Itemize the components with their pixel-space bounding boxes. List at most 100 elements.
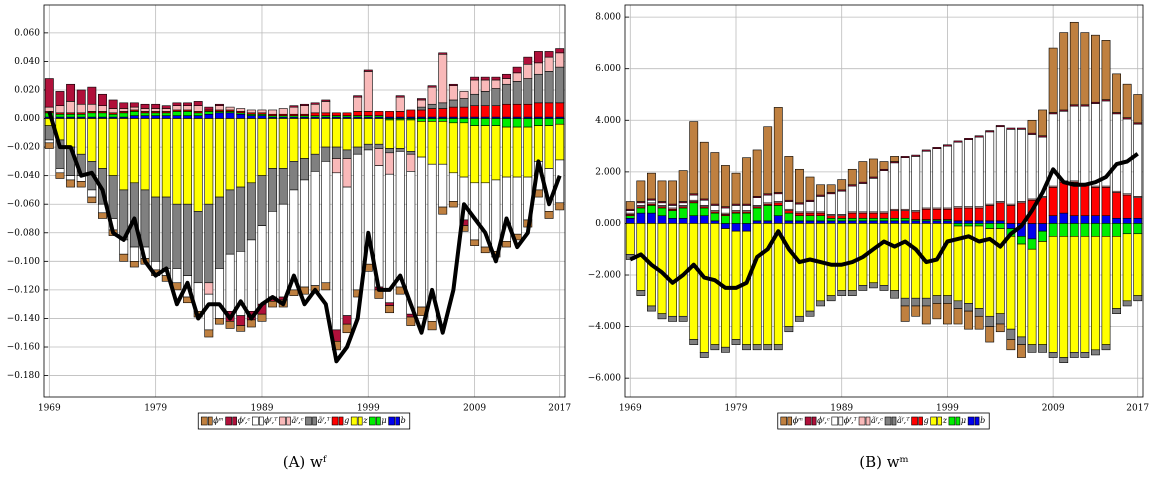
y-tick-label: 0.000 [595,219,621,229]
bar-segment [151,118,161,198]
x-tick-label: 1999 [357,404,380,414]
bar-segment [805,223,815,312]
bar-segment [742,212,751,224]
legend-label: ãᶠ,ᵀ [897,416,910,425]
bar-segment [523,56,533,65]
bar-segment [699,199,709,206]
bar-segment [742,205,751,211]
bar-segment [1101,223,1111,237]
bar-segment [406,109,416,118]
bar-segment [555,52,565,68]
bar-segment [544,118,554,126]
bar-segment [1101,187,1111,216]
bar-segment [911,220,921,224]
bar-segment [731,172,741,205]
bar-segment [763,194,773,204]
bar-segment [995,125,1005,128]
caption: (A) wᶠ [283,453,328,471]
bar-segment [943,144,952,147]
bar-segment [459,122,469,178]
bar-segment [668,180,677,205]
bar-segment [257,225,267,305]
bar-segment [55,172,65,179]
bar-segment [805,215,815,222]
bar-segment [385,111,395,118]
bar-segment [214,103,224,106]
bar-segment [448,118,458,124]
bar-segment [183,203,192,276]
bar-segment [995,202,1005,222]
bar-segment [1091,223,1100,237]
bar-segment [342,158,352,188]
bar-segment [491,105,501,118]
bar-segment [417,118,426,122]
bar-segment [678,315,688,322]
bar-segment [1027,223,1037,240]
legend-swatch [787,416,793,426]
bar-segment [721,346,730,353]
bar-segment [1122,118,1132,195]
bar-segment [699,352,709,358]
bar-segment [900,210,910,219]
legend-swatch [804,416,812,426]
bar-segment [225,112,235,119]
bar-segment [278,168,288,205]
bar-segment [879,220,889,224]
bar-segment [879,161,889,170]
x-tick-label: 1989 [251,404,274,414]
bar-segment [795,220,804,224]
bar-segment [502,118,511,128]
bar-segment [837,290,847,296]
bar-segment [172,105,182,111]
y-tick-label: −0.120 [7,285,41,295]
bar-segment [512,176,522,235]
bar-segment [1069,352,1079,358]
legend-swatch [858,416,866,426]
bar-segment [140,112,150,116]
bar-segment [943,208,952,220]
bar-segment [974,220,984,224]
bar-segment [710,344,720,351]
bar-segment [55,113,65,118]
bar-segment [1091,236,1100,351]
bar-segment [1017,336,1026,345]
bar-segment [1122,194,1132,219]
legend-label: ϕᶠ,ᵀ [844,416,858,425]
bar-segment [636,290,646,296]
bar-segment [438,102,448,109]
bar-segment [502,83,511,105]
bar-segment [395,95,405,98]
bar-segment [974,135,984,138]
bar-segment [826,215,836,219]
bar-segment [151,196,161,262]
bar-segment [921,149,931,152]
bar-segment [161,115,171,119]
x-tick-label: 2009 [463,404,486,414]
caption: (B) wᵐ [859,453,909,471]
legend-swatch [225,416,232,426]
bar-segment [1112,308,1121,315]
bar-segment [448,172,458,202]
bar-segment [225,321,235,329]
bar-segment [331,146,341,159]
bar-segment [699,207,709,217]
bar-segment [1048,215,1058,224]
legend-swatch [232,416,237,426]
bar-segment [459,98,469,108]
bar-segment [805,220,815,224]
plot-frame [43,4,566,398]
bar-segment [1101,236,1111,345]
bar-segment [647,205,656,214]
bar-segment [310,112,320,116]
bar-segment [837,223,847,291]
bar-segment [974,308,984,317]
bar-segment [502,103,511,118]
bar-segment [406,316,416,326]
bar-segment [752,220,762,224]
bar-segment [900,220,910,224]
bar-segment [438,163,448,208]
bar-segment [417,106,426,111]
bar-segment [193,115,203,119]
bar-segment [964,207,973,222]
legend-label: z [942,416,948,425]
